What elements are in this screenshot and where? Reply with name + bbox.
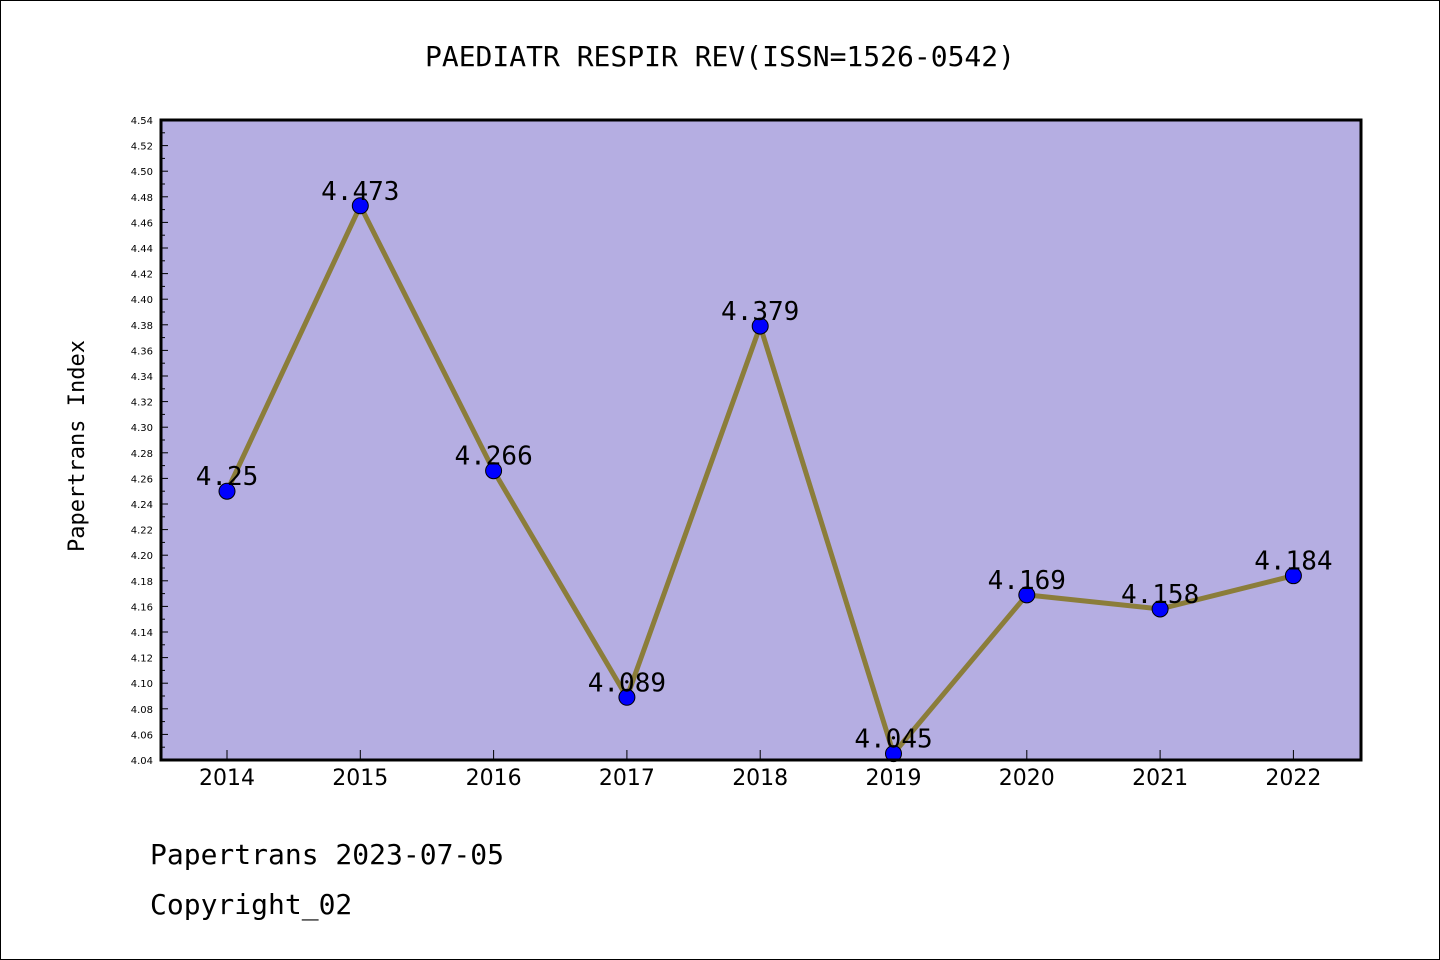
- data-point: [751, 317, 769, 335]
- data-point: [485, 462, 503, 480]
- data-point: [218, 482, 236, 500]
- x-tick-label: 2020: [999, 766, 1055, 791]
- y-tick-label: 4.06: [131, 730, 153, 741]
- y-tick-label: 4.48: [131, 193, 153, 204]
- x-tick-label: 2022: [1265, 766, 1321, 791]
- data-point: [618, 688, 636, 706]
- series: 4.25 4.473 4.266 4.089 4.379 4.045 4.169 4.158 4…: [196, 177, 1333, 763]
- y-tick-label: 4.44: [131, 244, 153, 255]
- y-tick-label: 4.12: [131, 654, 153, 665]
- y-tick-label: 4.50: [131, 167, 153, 178]
- data-label: 4.169: [988, 566, 1066, 596]
- data-label: 4.184: [1254, 547, 1332, 577]
- y-tick-label: 4.22: [131, 526, 153, 537]
- data-point: [351, 197, 369, 215]
- y-tick-label: 4.28: [131, 449, 153, 460]
- plot-border: [159, 118, 1363, 762]
- y-tick-label: 4.36: [131, 346, 153, 357]
- data-label: 4.25: [196, 462, 259, 492]
- y-tick-label: 4.14: [131, 628, 153, 639]
- y-tick-label: 4.10: [131, 679, 153, 690]
- data-point: [1018, 586, 1036, 604]
- y-axis: 4.04 4.06 4.08 4.10 4.12 4.14 4.16 4.18 4.20 4.22…: [131, 116, 168, 767]
- y-tick-label: 4.18: [131, 577, 153, 588]
- y-tick-label: 4.26: [131, 474, 153, 485]
- data-label: 4.045: [854, 725, 932, 755]
- data-label: 4.473: [321, 177, 399, 207]
- data-label: 4.266: [454, 442, 532, 472]
- x-tick-label: 2015: [332, 766, 388, 791]
- y-tick-label: 4.04: [131, 756, 153, 767]
- y-tick-label: 4.08: [131, 705, 153, 716]
- data-point: [1284, 567, 1302, 585]
- y-tick-label: 4.34: [131, 372, 153, 383]
- x-tick-label: 2019: [866, 766, 922, 791]
- footer-date: Papertrans 2023-07-05: [150, 838, 504, 871]
- chart-title: PAEDIATR RESPIR REV(ISSN=1526-0542): [425, 40, 1015, 73]
- y-tick-label: 4.30: [131, 423, 153, 434]
- data-label: 4.089: [588, 668, 666, 698]
- data-point: [1151, 600, 1169, 618]
- y-tick-label: 4.16: [131, 602, 153, 613]
- y-tick-label: 4.24: [131, 500, 153, 511]
- data-point: [885, 745, 902, 763]
- x-tick-label: 2018: [732, 766, 788, 791]
- y-tick-label: 4.42: [131, 270, 153, 281]
- y-tick-label: 4.20: [131, 551, 153, 562]
- y-tick-label: 4.54: [131, 116, 153, 127]
- x-axis: 2014 2015 2016 2017 2018 2019 2020 2021 2022: [199, 750, 1321, 791]
- y-axis-label: Papertrans Index: [65, 340, 90, 552]
- y-tick-label: 4.40: [131, 295, 153, 306]
- y-tick-label: 4.38: [131, 321, 153, 332]
- y-tick-label: 4.52: [131, 142, 153, 153]
- footer-copyright: Copyright_02: [150, 888, 352, 922]
- y-tick-label: 4.46: [131, 218, 153, 229]
- plot-area: [161, 120, 1361, 760]
- y-tick-label: 4.32: [131, 398, 153, 409]
- x-tick-label: 2014: [199, 766, 255, 791]
- x-tick-label: 2017: [599, 766, 655, 791]
- x-tick-label: 2016: [466, 766, 522, 791]
- x-tick-label: 2021: [1132, 766, 1188, 791]
- data-label: 4.379: [721, 297, 799, 327]
- data-label: 4.158: [1121, 580, 1199, 610]
